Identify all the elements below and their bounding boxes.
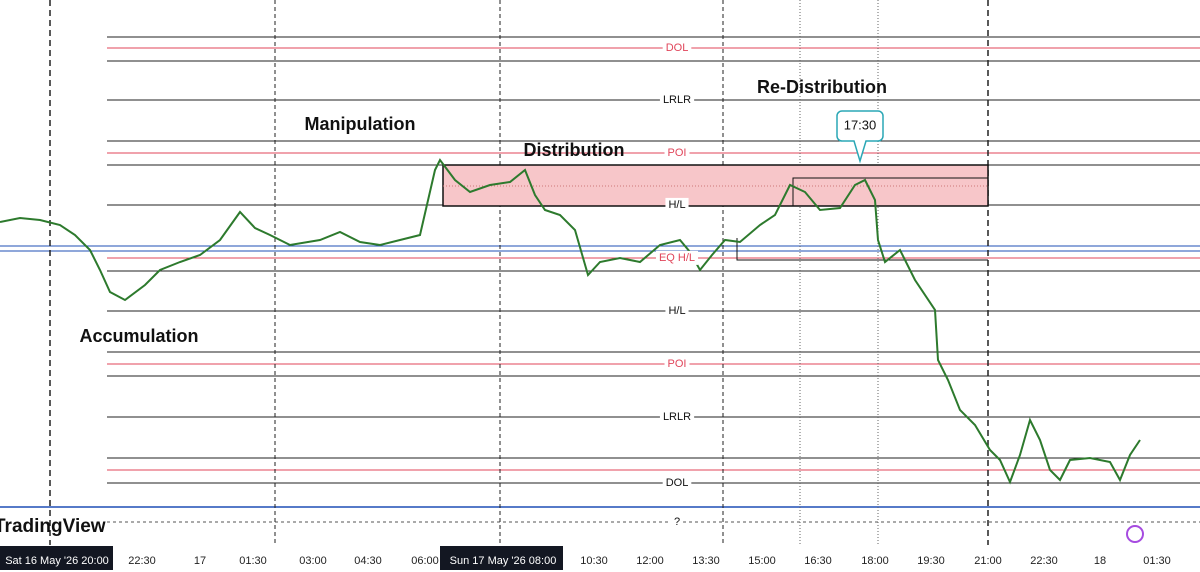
- time-label: 15:00: [748, 555, 776, 567]
- session-lines: [49, 0, 989, 545]
- time-label: 22:30: [1030, 555, 1058, 567]
- time-highlight: [0, 546, 113, 570]
- phase-label: Manipulation: [305, 114, 416, 134]
- time-label: 16:30: [804, 555, 832, 567]
- time-label: 01:30: [1143, 555, 1171, 567]
- price-path: [0, 158, 1141, 485]
- time-label: 17: [194, 555, 206, 567]
- time-label: 18:00: [861, 555, 889, 567]
- brand: TradingView: [0, 516, 106, 537]
- level-label-bg: [664, 356, 690, 371]
- level-label-bg: [662, 475, 692, 490]
- time-label: 19:30: [917, 555, 945, 567]
- level-label: LRLR: [663, 411, 691, 423]
- level-label: H/L: [668, 199, 685, 211]
- time-label: Sat 16 May '26 20:00: [5, 555, 109, 567]
- level-label-bg: [659, 92, 695, 107]
- dynamic: Re-Distribution Manipulation Distribution A…: [0, 40, 1171, 570]
- level-label-bg: [659, 409, 695, 424]
- time-label: 01:30: [239, 555, 267, 567]
- level-label-bg: [665, 197, 689, 212]
- level-lines: [0, 36, 1200, 523]
- level-label-bg: [665, 303, 689, 318]
- level-label-bg: [662, 40, 692, 55]
- time-label: 18: [1094, 555, 1106, 567]
- level-label: POI: [668, 358, 687, 370]
- callout-box: [836, 110, 884, 164]
- time-label: 12:00: [636, 555, 664, 567]
- level-label-bg: [664, 145, 690, 160]
- phase-label: Distribution: [524, 140, 625, 160]
- time-label: 10:30: [580, 555, 608, 567]
- time-highlight: [440, 546, 563, 570]
- time-label: 04:30: [354, 555, 382, 567]
- level-label: POI: [668, 147, 687, 159]
- level-label-bg: [655, 250, 699, 265]
- eq-level-box: [736, 238, 988, 261]
- icon[interactable]: [1126, 525, 1144, 543]
- level-label: DOL: [666, 42, 689, 54]
- level-label: ?: [674, 516, 680, 528]
- level-label: EQ H/L: [659, 252, 695, 264]
- time-axis: [0, 545, 1200, 572]
- callout-label: 17:30: [844, 117, 877, 132]
- phase-label: Re-Distribution: [757, 77, 887, 97]
- level-label: H/L: [668, 305, 685, 317]
- level-label: DOL: [666, 477, 689, 489]
- time-label: 13:30: [692, 555, 720, 567]
- level-label: LRLR: [663, 94, 691, 106]
- level-label-bg: [670, 514, 684, 529]
- time-label: 06:00: [411, 555, 439, 567]
- time-label: 03:00: [299, 555, 327, 567]
- time-label: 22:30: [128, 555, 156, 567]
- phase-label: Accumulation: [79, 326, 198, 346]
- redistribution-zone: [792, 177, 989, 207]
- time-label: Sun 17 May '26 08:00: [450, 555, 557, 567]
- time-label: 21:00: [974, 555, 1002, 567]
